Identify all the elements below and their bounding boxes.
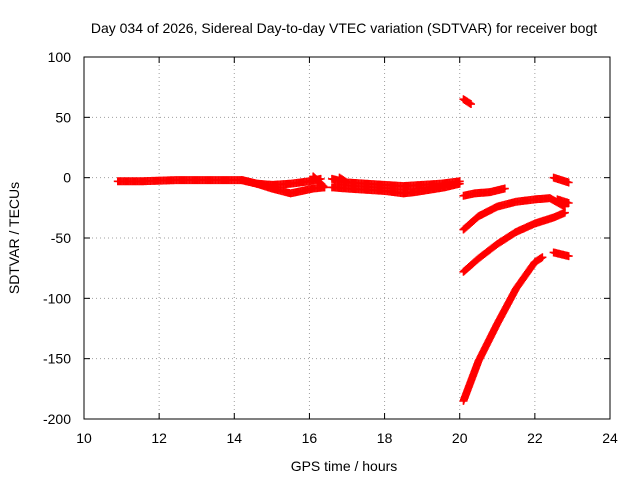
- data-point-marker: [465, 99, 474, 108]
- data-point-marker: [538, 253, 547, 262]
- data-point-marker: [564, 199, 573, 208]
- x-tick-label: 12: [151, 430, 167, 446]
- x-tick-label: 10: [76, 430, 92, 446]
- y-tick-label: -50: [51, 230, 71, 246]
- y-tick-label: 50: [55, 109, 71, 125]
- series-track-k: [459, 253, 547, 405]
- data-point-marker: [564, 178, 573, 187]
- tick-layer: 10 12 14 16 18 20 22 24 -200 -150 -100 -50 0 50 100: [43, 49, 618, 446]
- data-point-marker: [560, 208, 569, 217]
- data-point-marker: [564, 252, 573, 261]
- grid-layer: [84, 57, 610, 419]
- series-track-i: [459, 194, 569, 234]
- y-tick-label: -100: [43, 290, 71, 306]
- chart-title: Day 034 of 2026, Sidereal Day-to-day VTE…: [91, 20, 597, 36]
- series-track-b: [237, 176, 329, 198]
- series-track-l: [549, 173, 573, 187]
- x-tick-label: 20: [452, 430, 468, 446]
- y-tick-label: -150: [43, 351, 71, 367]
- data-point-marker: [466, 100, 475, 109]
- x-tick-label: 16: [302, 430, 318, 446]
- y-tick-label: 100: [48, 49, 72, 65]
- series-track-m: [549, 248, 573, 261]
- series-track-f: [335, 173, 351, 187]
- y-tick-label: -200: [43, 411, 71, 427]
- data-point-marker: [455, 179, 464, 188]
- data-point-marker: [320, 183, 329, 192]
- series-track-g: [459, 95, 475, 109]
- x-tick-label: 22: [527, 430, 543, 446]
- data-point-marker: [341, 177, 350, 186]
- series-track-j: [459, 208, 569, 276]
- data-layer: [113, 95, 573, 405]
- x-tick-label: 14: [226, 430, 242, 446]
- series-track-h: [459, 184, 509, 200]
- data-point-marker: [500, 184, 509, 193]
- series-track-c: [309, 172, 329, 192]
- data-point-marker: [319, 182, 328, 191]
- series-track-n: [553, 195, 573, 208]
- data-point-marker: [343, 178, 351, 187]
- x-tick-label: 24: [602, 430, 618, 446]
- data-point-marker: [537, 254, 546, 263]
- series-track-e: [327, 179, 464, 198]
- x-tick-label: 18: [377, 430, 393, 446]
- x-axis-title: GPS time / hours: [291, 458, 398, 474]
- y-tick-label: 0: [63, 170, 71, 186]
- y-axis-title: SDTVAR / TECUs: [6, 182, 22, 294]
